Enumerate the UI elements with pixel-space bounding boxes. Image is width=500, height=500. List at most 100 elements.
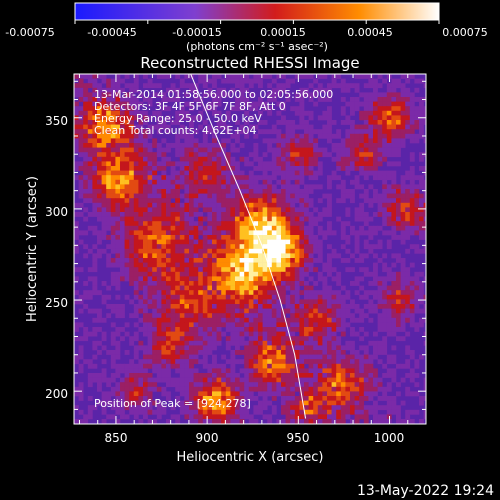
heatmap-cell bbox=[396, 110, 401, 116]
heatmap-cell bbox=[179, 281, 185, 286]
heatmap-cell bbox=[271, 331, 277, 337]
heatmap-cell bbox=[161, 147, 167, 153]
heatmap-cell bbox=[262, 193, 268, 199]
colorbar-tick-label: 0.00015 bbox=[260, 26, 306, 39]
heatmap-cell bbox=[83, 331, 89, 337]
heatmap-cell bbox=[143, 331, 148, 337]
heatmap-cell bbox=[322, 285, 328, 291]
heatmap-cell bbox=[166, 253, 171, 259]
heatmap-cell bbox=[317, 74, 323, 79]
heatmap-cell bbox=[308, 419, 314, 424]
heatmap-cell bbox=[101, 78, 107, 84]
heatmap-cell bbox=[248, 363, 254, 369]
heatmap-cell bbox=[386, 368, 392, 374]
heatmap-cell bbox=[230, 409, 236, 415]
heatmap-cell bbox=[276, 221, 282, 227]
heatmap-cell bbox=[377, 133, 383, 139]
heatmap-cell bbox=[409, 124, 415, 130]
heatmap-cell bbox=[138, 175, 144, 181]
chart-title: Reconstructed RHESSI Image bbox=[140, 54, 359, 72]
heatmap-cell bbox=[276, 281, 282, 286]
heatmap-cell bbox=[156, 74, 162, 79]
heatmap-cell bbox=[166, 359, 171, 365]
heatmap-cell bbox=[405, 101, 411, 107]
heatmap-cell bbox=[419, 396, 424, 401]
heatmap-cell bbox=[281, 175, 286, 181]
heatmap-cell bbox=[267, 271, 273, 277]
heatmap-cell bbox=[396, 83, 401, 89]
heatmap-cell bbox=[368, 405, 374, 411]
heatmap-cell bbox=[391, 143, 397, 148]
heatmap-cell bbox=[359, 317, 365, 323]
heatmap-cell bbox=[386, 216, 392, 222]
heatmap-cell bbox=[83, 207, 89, 213]
colorbar-tick-label: -0.00015 bbox=[172, 26, 221, 39]
heatmap-cell bbox=[138, 115, 144, 121]
heatmap-cell bbox=[166, 193, 171, 199]
heatmap-cell bbox=[156, 276, 162, 282]
heatmap-cell bbox=[271, 212, 277, 217]
heatmap-cell bbox=[207, 271, 213, 277]
heatmap-cell bbox=[193, 129, 199, 135]
heatmap-cell bbox=[198, 405, 204, 411]
heatmap-cell bbox=[133, 216, 139, 222]
heatmap-cell bbox=[138, 161, 144, 167]
heatmap-cell bbox=[267, 253, 273, 259]
heatmap-cell bbox=[230, 304, 236, 309]
heatmap-cell bbox=[377, 340, 383, 346]
heatmap-cell bbox=[161, 161, 167, 167]
heatmap-cell bbox=[133, 350, 139, 355]
heatmap-cell bbox=[281, 290, 286, 296]
heatmap-cell bbox=[193, 299, 199, 305]
heatmap-cell bbox=[258, 345, 263, 351]
heatmap-cell bbox=[97, 106, 102, 112]
heatmap-cell bbox=[285, 92, 291, 98]
heatmap-cell bbox=[161, 281, 167, 286]
heatmap-cell bbox=[161, 189, 167, 194]
heatmap-cell bbox=[336, 276, 342, 282]
heatmap-cell bbox=[382, 207, 388, 213]
heatmap-cell bbox=[359, 363, 365, 369]
heatmap-cell bbox=[179, 133, 185, 139]
heatmap-cell bbox=[143, 184, 148, 190]
heatmap-cell bbox=[317, 161, 323, 167]
heatmap-cell bbox=[133, 101, 139, 107]
heatmap-cell bbox=[221, 271, 227, 277]
heatmap-cell bbox=[138, 285, 144, 291]
heatmap-cell bbox=[133, 78, 139, 84]
heatmap-cell bbox=[193, 373, 199, 378]
heatmap-cell bbox=[386, 382, 392, 388]
heatmap-cell bbox=[331, 267, 337, 273]
heatmap-cell bbox=[405, 281, 411, 286]
heatmap-cell bbox=[189, 138, 194, 144]
heatmap-cell bbox=[230, 230, 236, 236]
heatmap-cell bbox=[248, 308, 254, 314]
heatmap-cell bbox=[110, 304, 116, 309]
heatmap-cell bbox=[317, 304, 323, 309]
heatmap-cell bbox=[170, 221, 176, 227]
heatmap-cell bbox=[120, 304, 125, 309]
heatmap-cell bbox=[345, 340, 351, 346]
heatmap-cell bbox=[230, 373, 236, 378]
heatmap-cell bbox=[230, 262, 236, 268]
heatmap-cell bbox=[345, 359, 351, 365]
heatmap-cell bbox=[322, 414, 328, 420]
heatmap-cell bbox=[239, 377, 245, 383]
heatmap-cell bbox=[225, 115, 231, 121]
heatmap-cell bbox=[248, 92, 254, 98]
heatmap-cell bbox=[345, 101, 351, 107]
heatmap-cell bbox=[193, 290, 199, 296]
heatmap-cell bbox=[170, 285, 176, 291]
heatmap-cell bbox=[115, 382, 121, 388]
heatmap-cell bbox=[308, 363, 314, 369]
heatmap-cell bbox=[230, 179, 236, 185]
heatmap-cell bbox=[294, 271, 300, 277]
heatmap-cell bbox=[350, 156, 355, 162]
heatmap-cell bbox=[161, 405, 167, 411]
heatmap-cell bbox=[152, 184, 158, 190]
heatmap-cell bbox=[212, 391, 217, 397]
heatmap-cell bbox=[97, 193, 102, 199]
heatmap-cell bbox=[331, 248, 337, 254]
heatmap-cell bbox=[120, 235, 125, 240]
heatmap-cell bbox=[382, 198, 388, 204]
